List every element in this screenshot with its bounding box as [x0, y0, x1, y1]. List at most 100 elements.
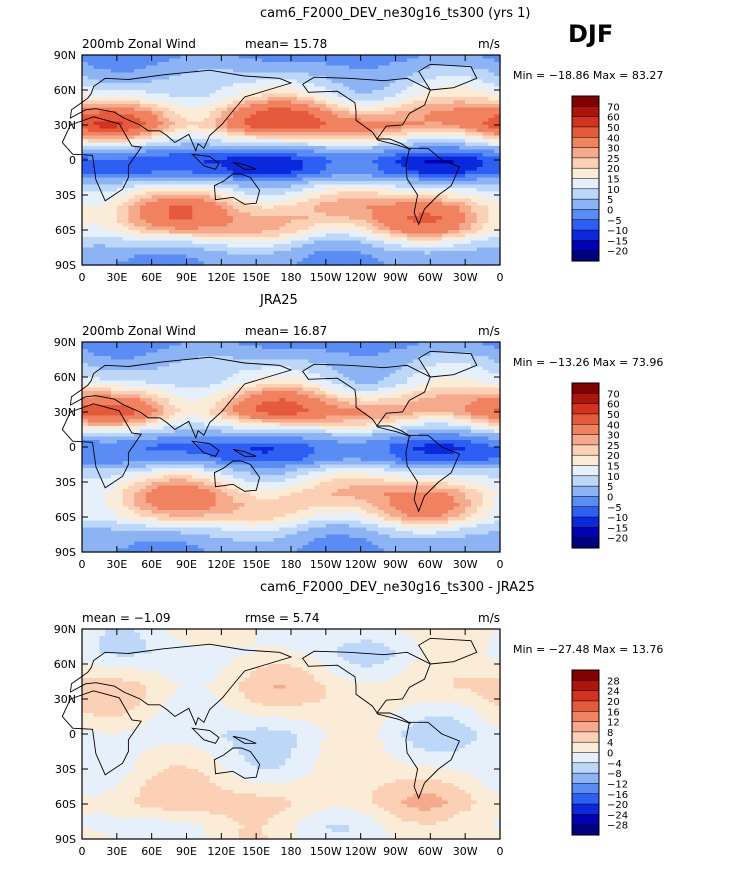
heatmap-cell [320, 209, 326, 213]
heatmap-cell [128, 94, 134, 98]
heatmap-cell [152, 55, 158, 59]
heatmap-cell [372, 90, 378, 94]
heatmap-cell [419, 143, 425, 147]
heatmap-cell [181, 101, 187, 105]
heatmap-cell [291, 227, 297, 231]
heatmap-cell [372, 129, 378, 133]
heatmap-cell [413, 150, 419, 154]
heatmap-cell [123, 241, 129, 245]
heatmap-cell [442, 202, 448, 206]
heatmap-cell [256, 73, 262, 77]
heatmap-cell [134, 94, 140, 98]
heatmap-cell [181, 213, 187, 217]
heatmap-cell [245, 122, 251, 126]
heatmap-cell [88, 216, 94, 220]
heatmap-cell [355, 90, 361, 94]
heatmap-cell [390, 87, 396, 91]
heatmap-cell [477, 160, 483, 164]
heatmap-cell [175, 143, 181, 147]
heatmap-cell [169, 76, 175, 80]
heatmap-cell [390, 192, 396, 196]
heatmap-cell [233, 118, 239, 122]
heatmap-cell [99, 59, 105, 63]
heatmap-cell [279, 108, 285, 112]
heatmap-cell [175, 83, 181, 87]
heatmap-cell [134, 342, 140, 346]
heatmap-cell [233, 195, 239, 199]
heatmap-cell [314, 157, 320, 161]
heatmap-cell [436, 342, 442, 346]
heatmap-cell [268, 139, 274, 143]
heatmap-cell [256, 83, 262, 87]
heatmap-cell [111, 367, 117, 371]
heatmap-cell [163, 157, 169, 161]
heatmap-cell [216, 360, 222, 364]
heatmap-cell [88, 356, 94, 360]
heatmap-cell [314, 255, 320, 259]
heatmap-cell [477, 188, 483, 192]
heatmap-cell [169, 118, 175, 122]
heatmap-cell [221, 150, 227, 154]
heatmap-cell [187, 234, 193, 238]
heatmap-cell [355, 367, 361, 371]
heatmap-cell [123, 195, 129, 199]
heatmap-cell [477, 101, 483, 105]
heatmap-cell [175, 346, 181, 350]
heatmap-cell [285, 118, 291, 122]
heatmap-cell [454, 192, 460, 196]
heatmap-cell [303, 181, 309, 185]
heatmap-cell [442, 59, 448, 63]
heatmap-cell [268, 153, 274, 157]
heatmap-cell [413, 153, 419, 157]
heatmap-cell [378, 363, 384, 367]
heatmap-cell [187, 349, 193, 353]
heatmap-cell [390, 202, 396, 206]
heatmap-cell [366, 216, 372, 220]
heatmap-cell [314, 237, 320, 241]
heatmap-cell [366, 185, 372, 189]
heatmap-cell [303, 160, 309, 164]
heatmap-cell [198, 209, 204, 213]
heatmap-cell [314, 94, 320, 98]
heatmap-cell [471, 167, 477, 171]
heatmap-cell [221, 97, 227, 101]
heatmap-cell [256, 346, 262, 350]
heatmap-cell [245, 80, 251, 84]
heatmap-cell [355, 230, 361, 234]
heatmap-cell [279, 178, 285, 182]
heatmap-cell [128, 66, 134, 70]
heatmap-cell [314, 153, 320, 157]
heatmap-cell [111, 227, 117, 231]
heatmap-cell [291, 62, 297, 66]
heatmap-cell [134, 108, 140, 112]
heatmap-cell [239, 367, 245, 371]
heatmap-cell [303, 59, 309, 63]
heatmap-cell [459, 185, 465, 189]
heatmap-cell [233, 150, 239, 154]
heatmap-cell [163, 139, 169, 143]
heatmap-cell [413, 178, 419, 182]
heatmap-cell [477, 129, 483, 133]
heatmap-cell [343, 360, 349, 364]
heatmap-cell [181, 164, 187, 168]
heatmap-cell [384, 349, 390, 353]
heatmap-cell [187, 185, 193, 189]
heatmap-cell [192, 174, 198, 178]
heatmap-cell [413, 118, 419, 122]
heatmap-cell [349, 90, 355, 94]
heatmap-cell [483, 62, 489, 66]
heatmap-cell [465, 213, 471, 217]
heatmap-cell [471, 234, 477, 238]
heatmap-cell [175, 108, 181, 112]
heatmap-cell [134, 104, 140, 108]
heatmap-cell [169, 241, 175, 245]
heatmap-cell [291, 230, 297, 234]
heatmap-cell [157, 164, 163, 168]
heatmap-cell [366, 101, 372, 105]
heatmap-cell [140, 349, 146, 353]
heatmap-cell [279, 174, 285, 178]
heatmap-cell [111, 146, 117, 150]
heatmap-cell [326, 87, 332, 91]
heatmap-cell [82, 356, 88, 360]
heatmap-cell [192, 115, 198, 119]
